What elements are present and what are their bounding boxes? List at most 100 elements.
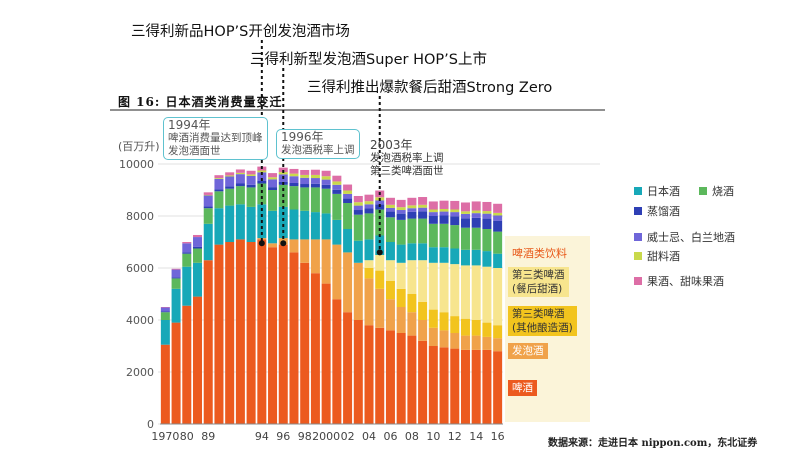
bar-beer-1975 <box>171 322 181 424</box>
bar-sweet-1997 <box>289 173 299 177</box>
bar-third_dessert-2012 <box>450 264 460 317</box>
bar-sweet-2014 <box>471 210 481 214</box>
bar-spirits-1980 <box>182 252 192 254</box>
bar-third_other-2005 <box>375 270 385 289</box>
bar-beer-2006 <box>385 330 395 424</box>
annotation-2003: 2003年 发泡酒税率上调 第三类啤酒面世 <box>370 139 444 178</box>
bar-beer-2000 <box>321 283 331 424</box>
bar-fruit-1998 <box>300 169 310 175</box>
legend-sake: 日本酒 <box>634 183 680 199</box>
legend-sake-label: 日本酒 <box>647 185 680 198</box>
bar-fruit-1991 <box>225 172 235 176</box>
x-tick-label: 96 <box>276 430 290 443</box>
bar-beer-2004 <box>364 325 374 424</box>
bar-sweet-1996 <box>278 172 288 175</box>
bar-spirits-2008 <box>407 211 417 219</box>
bar-sweet-2003 <box>353 202 363 206</box>
bar-happoshu-2001 <box>332 244 342 300</box>
bar-whisky-2014 <box>471 213 481 218</box>
bar-happoshu-2004 <box>364 278 374 326</box>
bar-spirits-2009 <box>418 211 428 219</box>
bar-beer-2011 <box>439 347 449 424</box>
bar-sake-2015 <box>482 251 492 267</box>
bar-sake-2014 <box>471 249 481 266</box>
bar-third_other-2013 <box>460 318 470 336</box>
y-tick-label: 0 <box>147 418 154 431</box>
bar-whisky-2004 <box>364 204 374 209</box>
callout-strong-zero: 三得利推出爆款餐后甜酒Strong Zero <box>307 80 553 96</box>
legend-shochu-swatch <box>699 187 707 195</box>
bar-shochu-1990 <box>214 191 224 209</box>
annotation-2003-line2: 第三类啤酒面世 <box>370 165 444 177</box>
bar-fruit-2014 <box>471 201 481 211</box>
bar-happoshu-2003 <box>353 262 363 320</box>
bar-spirits-1997 <box>289 182 299 187</box>
bar-spirits-1990 <box>214 189 224 192</box>
bar-whisky-2000 <box>321 179 331 185</box>
bar-beer-1996 <box>278 244 288 424</box>
bar-happoshu-2015 <box>482 336 492 350</box>
bar-sake-2008 <box>407 243 417 261</box>
bar-shochu-1995 <box>268 190 278 211</box>
bar-beer-2001 <box>332 299 342 424</box>
x-tick-label: 98 <box>298 430 312 443</box>
bar-fruit-1985 <box>193 234 203 238</box>
label-third-dessert: 第三类啤酒 (餐后甜酒) <box>508 267 569 297</box>
bar-beer-1995 <box>268 247 278 424</box>
bar-whisky-2003 <box>353 205 363 211</box>
annotation-1994-line1: 啤酒消费量达到顶峰 <box>168 132 263 144</box>
bar-third_dessert-2011 <box>439 262 449 313</box>
label-third-other-text: 第三类啤酒 (其他酿造酒) <box>512 308 573 334</box>
bar-sake-1998 <box>300 210 310 240</box>
bar-spirits-2007 <box>396 213 406 220</box>
bar-sweet-2007 <box>396 207 406 211</box>
bar-fruit-1989 <box>203 192 213 195</box>
bar-third_dessert-2013 <box>460 265 470 319</box>
bar-shochu-2001 <box>332 193 342 220</box>
bar-whisky-2013 <box>460 213 470 219</box>
bar-beer-1970 <box>160 344 170 424</box>
bar-fruit-2000 <box>321 170 331 177</box>
bar-beer-2007 <box>396 333 406 424</box>
bar-sweet-1999 <box>310 174 320 179</box>
bar-whisky-2012 <box>450 212 460 217</box>
bar-shochu-2004 <box>364 213 374 240</box>
bar-whisky-1993 <box>246 175 256 185</box>
legend-sake-swatch <box>634 187 642 195</box>
bar-beer-1985 <box>193 296 203 424</box>
annotation-1996-line1: 发泡酒税率上调 <box>281 144 355 156</box>
bar-shochu-1985 <box>193 248 203 263</box>
leader-dot-1994 <box>258 240 265 247</box>
bar-happoshu-2013 <box>460 335 470 350</box>
bar-spirits-2015 <box>482 218 492 229</box>
bar-beer-2002 <box>343 312 353 424</box>
bar-sake-1970 <box>160 320 170 345</box>
bar-beer-1994 <box>257 239 267 424</box>
bar-shochu-2014 <box>471 227 481 250</box>
bar-sake-2005 <box>375 235 385 255</box>
bar-sake-2012 <box>450 248 460 265</box>
bar-third_other-2014 <box>471 320 481 336</box>
bar-spirits-2016 <box>493 220 503 232</box>
legend-fruit-label: 果酒、甜味果酒 <box>647 275 724 288</box>
bar-beer-2008 <box>407 335 417 424</box>
bar-whisky-2006 <box>385 207 395 212</box>
bar-spirits-2004 <box>364 208 374 214</box>
bar-beer-1980 <box>182 305 192 424</box>
bar-happoshu-2012 <box>450 333 460 349</box>
bar-spirits-2010 <box>428 216 438 224</box>
bar-beer-2015 <box>482 349 492 424</box>
bar-shochu-1991 <box>225 188 235 206</box>
bar-happoshu-1997 <box>289 239 299 253</box>
bar-happoshu-2008 <box>407 312 417 336</box>
bar-sake-1991 <box>225 205 235 242</box>
bar-beer-1991 <box>225 242 235 424</box>
bar-shochu-2015 <box>482 229 492 252</box>
bar-whisky-2015 <box>482 213 492 219</box>
legend-spirits-label: 蒸馏酒 <box>647 205 680 218</box>
bar-spirits-2013 <box>460 218 470 228</box>
x-tick-label: 08 <box>405 430 419 443</box>
bar-happoshu-2005 <box>375 288 385 328</box>
bar-beer-1998 <box>300 262 310 424</box>
